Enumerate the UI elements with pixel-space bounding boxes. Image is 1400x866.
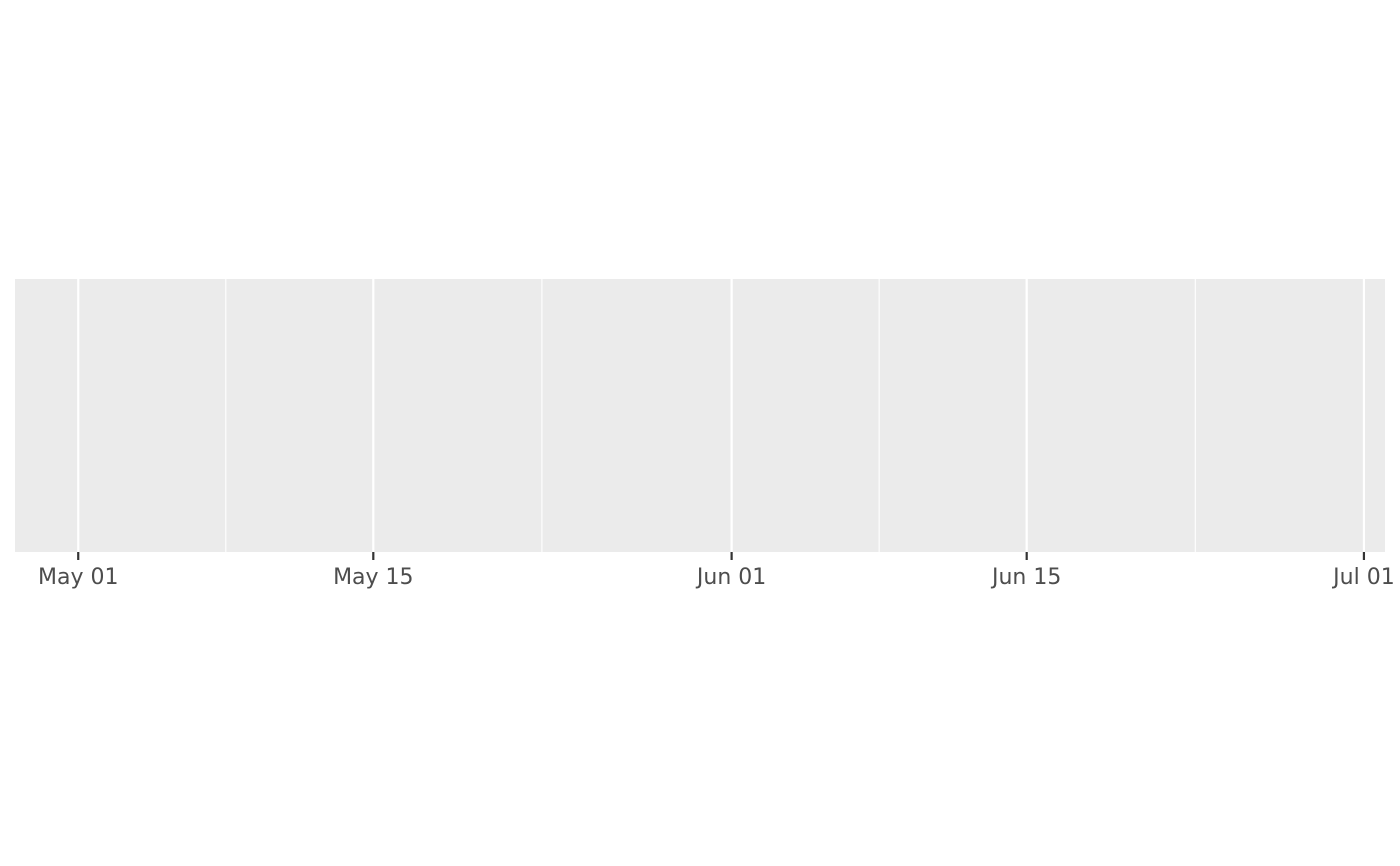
major-gridlines <box>77 279 1366 552</box>
x-tick-label-2: Jun 01 <box>695 565 766 590</box>
minor-gridlines <box>225 279 1196 552</box>
x-axis: May 01 May 15 Jun 01 Jun 15 Jul 01 <box>38 552 1395 590</box>
x-tick-label-0: May 01 <box>38 565 118 590</box>
plot-panel <box>15 279 1385 552</box>
x-tick-label-1: May 15 <box>333 565 413 590</box>
x-tick-label-4: Jul 01 <box>1331 565 1395 590</box>
x-tick-label-3: Jun 15 <box>990 565 1061 590</box>
